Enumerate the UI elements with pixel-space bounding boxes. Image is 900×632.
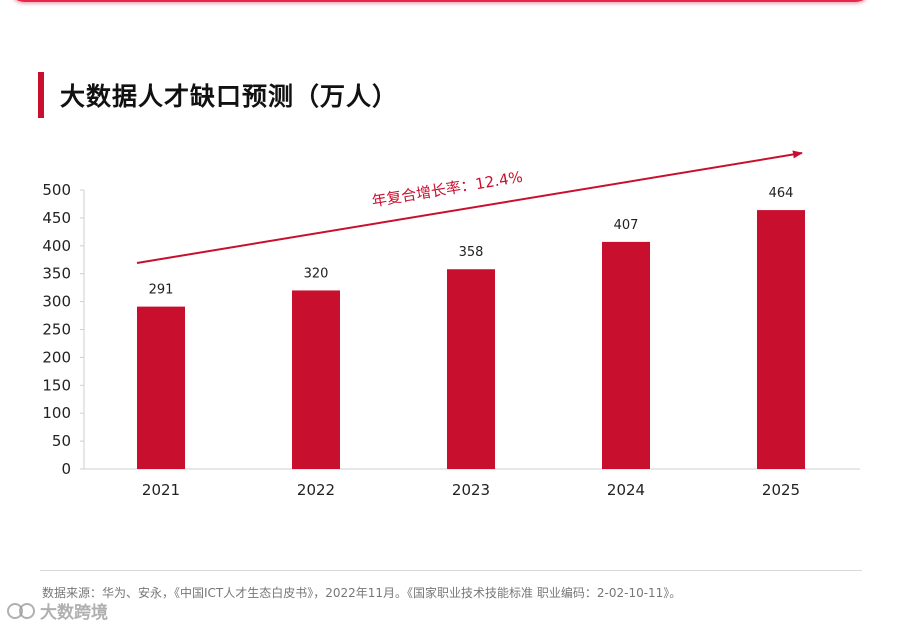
top-banner-bar [10, 0, 870, 2]
data-source-note: 数据来源：华为、安永，《中国ICT人才生态白皮书》，2022年11月。《国家职业… [42, 586, 682, 600]
bar-value-label: 358 [459, 245, 484, 260]
bar-value-label: 464 [769, 186, 794, 201]
bar-value-label: 291 [149, 283, 174, 298]
x-tick-label: 2025 [762, 481, 800, 499]
y-tick-label: 50 [52, 432, 71, 450]
y-tick-label: 300 [42, 293, 71, 311]
cagr-annotation: 年复合增长率：12.4% [370, 168, 524, 211]
chart-title-block: 大数据人才缺口预测（万人） [38, 72, 398, 118]
footer-divider [40, 570, 862, 571]
trend-arrow [136, 150, 803, 264]
y-tick-label: 400 [42, 237, 71, 255]
y-tick-label: 250 [42, 321, 71, 339]
y-tick-label: 200 [42, 348, 71, 366]
chart-title: 大数据人才缺口预测（万人） [60, 82, 399, 111]
bar-value-label: 407 [614, 218, 639, 233]
y-axis: 0 50 100 150 200 250 300 350 400 450 500 [42, 181, 85, 478]
y-tick-label: 150 [42, 376, 71, 394]
x-tick-label: 2022 [297, 481, 335, 499]
y-tick-label: 450 [42, 209, 71, 227]
bar-series: 291 320 358 407 464 [137, 186, 805, 469]
y-tick-label: 500 [42, 181, 71, 199]
x-axis: 2021 2022 2023 2024 2025 [84, 468, 860, 499]
watermark: 大数跨境 [6, 598, 108, 623]
bar [602, 241, 650, 469]
bar [292, 290, 340, 469]
growth-annotation: 年复合增长率：12.4% [136, 150, 803, 264]
x-tick-label: 2024 [607, 481, 645, 499]
x-tick-label: 2021 [142, 481, 180, 499]
watermark-logo-icon [7, 602, 35, 619]
y-tick-label: 350 [42, 265, 71, 283]
x-tick-label: 2023 [452, 481, 490, 499]
y-tick-label: 100 [42, 404, 71, 422]
y-tick-label: 0 [61, 460, 71, 478]
bar [447, 269, 495, 469]
bar [137, 306, 185, 469]
bar [757, 210, 805, 469]
watermark-text: 大数跨境 [40, 603, 108, 623]
title-accent-bar [38, 72, 44, 118]
bar-value-label: 320 [304, 266, 329, 281]
